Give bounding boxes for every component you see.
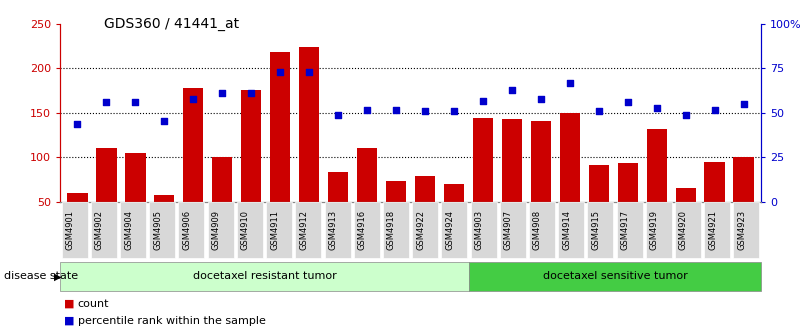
Bar	[96, 148, 117, 202]
Text: GSM4921: GSM4921	[708, 210, 717, 250]
Bar	[125, 153, 146, 202]
Text: ▶: ▶	[54, 271, 62, 281]
Point	[622, 99, 634, 104]
Text: GSM4913: GSM4913	[328, 210, 337, 250]
Bar	[155, 195, 175, 202]
Point	[71, 121, 84, 127]
Bar	[270, 52, 290, 202]
Point	[389, 107, 402, 113]
Text: GSM4916: GSM4916	[358, 210, 367, 250]
Text: disease state: disease state	[4, 271, 78, 281]
Point	[215, 90, 228, 96]
Text: percentile rank within the sample: percentile rank within the sample	[78, 316, 266, 326]
Point	[245, 90, 258, 96]
Point	[563, 81, 576, 86]
Text: GSM4918: GSM4918	[387, 210, 396, 250]
Point	[332, 113, 344, 118]
Bar	[501, 119, 522, 202]
Point	[274, 70, 287, 75]
Text: GSM4914: GSM4914	[562, 210, 571, 250]
Point	[419, 108, 432, 114]
Bar	[183, 88, 203, 202]
Text: docetaxel sensitive tumor: docetaxel sensitive tumor	[542, 271, 687, 281]
Text: GSM4912: GSM4912	[300, 210, 308, 250]
Point	[303, 70, 316, 75]
Text: GSM4910: GSM4910	[241, 210, 250, 250]
Bar	[734, 157, 754, 202]
Bar	[212, 157, 232, 202]
Text: GSM4903: GSM4903	[474, 210, 484, 250]
Bar	[386, 181, 406, 202]
Text: GSM4901: GSM4901	[66, 210, 74, 250]
Bar	[241, 90, 261, 202]
Point	[187, 96, 199, 102]
Text: GSM4922: GSM4922	[416, 210, 425, 250]
Bar	[589, 165, 609, 202]
Point	[505, 88, 518, 93]
Bar	[328, 172, 348, 202]
Bar	[444, 184, 464, 202]
Text: GSM4905: GSM4905	[153, 210, 163, 250]
Text: ■: ■	[64, 299, 74, 309]
Bar	[299, 47, 320, 202]
Point	[360, 107, 373, 113]
Text: GSM4908: GSM4908	[533, 210, 542, 250]
Bar	[415, 176, 435, 202]
Point	[593, 108, 606, 114]
Text: docetaxel resistant tumor: docetaxel resistant tumor	[192, 271, 336, 281]
Text: GSM4911: GSM4911	[270, 210, 279, 250]
Bar	[473, 118, 493, 202]
Point	[100, 99, 113, 104]
Text: count: count	[78, 299, 109, 309]
Bar	[675, 188, 696, 202]
Bar	[67, 193, 87, 202]
Text: GSM4919: GSM4919	[650, 210, 658, 250]
Text: GSM4904: GSM4904	[124, 210, 133, 250]
Point	[737, 101, 750, 106]
Text: GSM4907: GSM4907	[504, 210, 513, 250]
Text: GSM4915: GSM4915	[591, 210, 600, 250]
Bar	[646, 129, 666, 202]
Point	[679, 113, 692, 118]
Text: GSM4920: GSM4920	[679, 210, 688, 250]
Text: GSM4923: GSM4923	[738, 210, 747, 250]
Text: GSM4909: GSM4909	[211, 210, 221, 250]
Text: GSM4924: GSM4924	[445, 210, 454, 250]
Text: ■: ■	[64, 316, 74, 326]
Bar	[560, 113, 580, 202]
Bar	[704, 162, 725, 202]
Bar	[618, 163, 638, 202]
Text: GDS360 / 41441_at: GDS360 / 41441_at	[104, 17, 239, 31]
Point	[708, 107, 721, 113]
Point	[129, 99, 142, 104]
Text: GSM4906: GSM4906	[183, 210, 191, 250]
Bar	[357, 148, 377, 202]
Point	[650, 106, 663, 111]
Bar	[531, 122, 551, 202]
Point	[448, 108, 461, 114]
Point	[158, 119, 171, 124]
Point	[534, 96, 547, 102]
Point	[477, 98, 489, 104]
Text: GSM4902: GSM4902	[95, 210, 104, 250]
Text: GSM4917: GSM4917	[621, 210, 630, 250]
